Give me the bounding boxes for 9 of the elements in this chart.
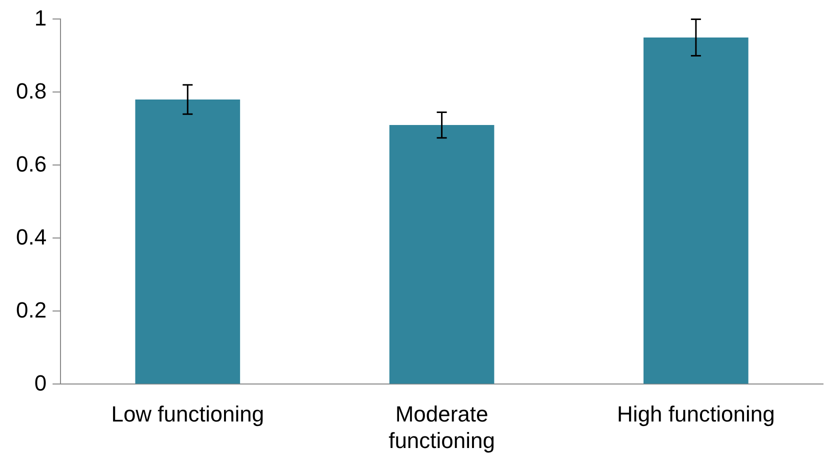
x-tick-label: Moderate functioning [388, 401, 495, 453]
y-tick-label: 0.6 [16, 151, 47, 176]
y-tick-label: 0.8 [16, 78, 47, 104]
x-tick-label: Low functioning [111, 401, 264, 426]
y-tick-label: 0.4 [16, 224, 47, 250]
y-tick-label: 0 [34, 370, 47, 396]
x-tick-label: High functioning [617, 401, 775, 426]
y-tick-label: 0.2 [16, 297, 47, 322]
y-tick-label: 1 [34, 5, 47, 30]
